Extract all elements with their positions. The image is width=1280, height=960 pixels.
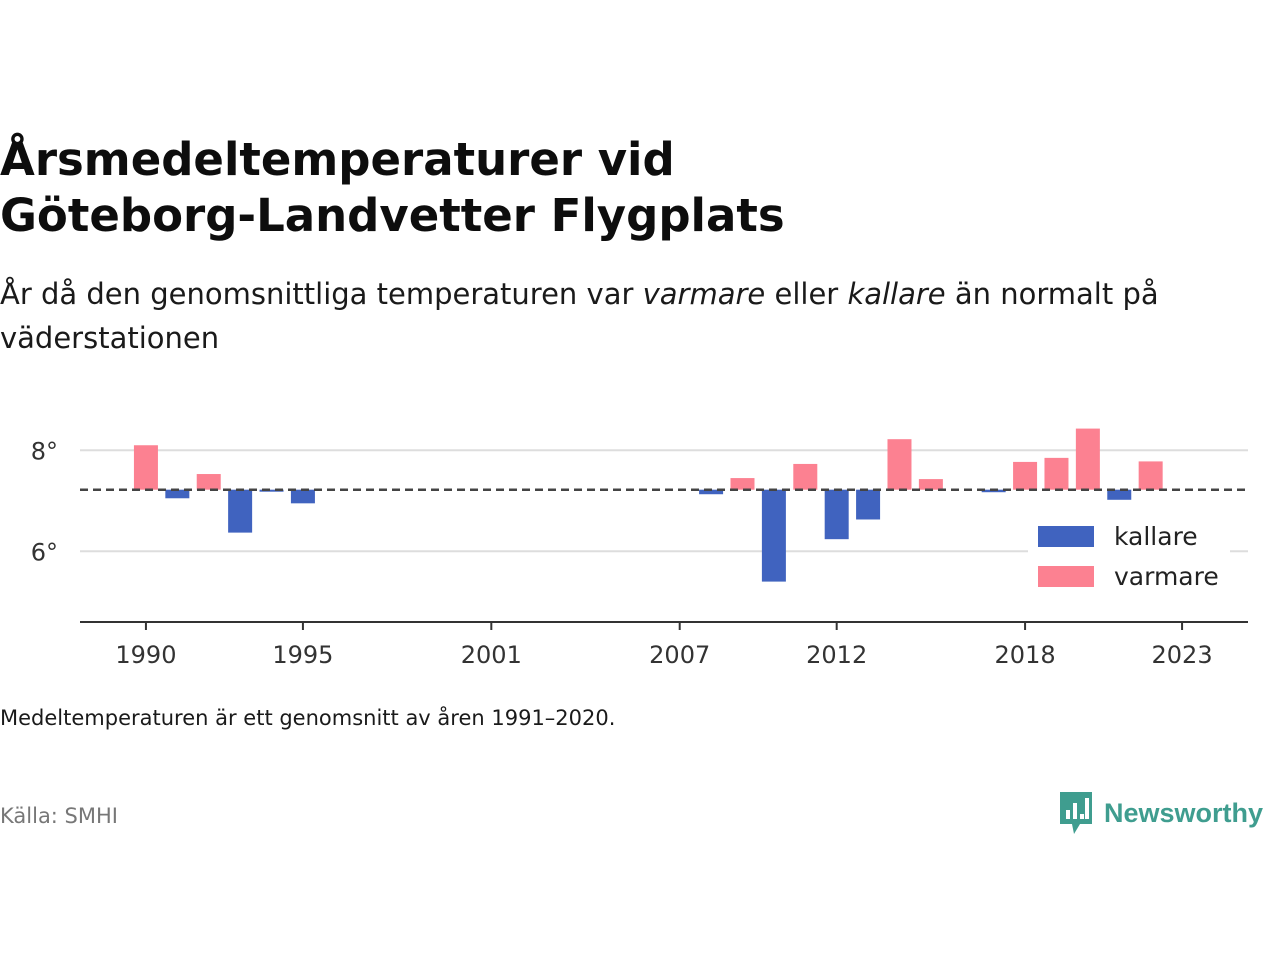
bar-kallare (856, 489, 881, 520)
x-tick-label: 2007 (649, 641, 710, 669)
bar-kallare (228, 489, 253, 533)
bar-varmare (730, 478, 755, 490)
temperature-bar-chart: 6° 8° 1990 1995 2001 2007 2012 2018 2023 kallare v… (31, 428, 1248, 669)
bar-kallare (259, 489, 284, 492)
source-label: Källa: SMHI (0, 804, 118, 828)
x-tick-label: 2018 (995, 641, 1056, 669)
bar-varmare (887, 439, 912, 490)
x-tick-label: 2023 (1152, 641, 1213, 669)
y-tick-label: 6° (31, 538, 58, 566)
chart-title-line2: Göteborg-Landvetter Flygplats (0, 189, 785, 242)
x-tick-label: 2012 (806, 641, 867, 669)
bar-varmare (1013, 461, 1038, 490)
bar-kallare (824, 489, 849, 540)
subtitle-part1: År då den genomsnittliga temperaturen va… (0, 277, 643, 311)
newsworthy-chart-icon (1060, 792, 1092, 834)
newsworthy-logo[interactable]: Newsworthy (1058, 790, 1263, 836)
x-tick-label: 2001 (461, 641, 522, 669)
brand-name: Newsworthy (1104, 797, 1264, 828)
bar-varmare (133, 445, 158, 490)
subtitle-emphasis-varmare: varmare (642, 277, 766, 311)
chart-subtitle: År då den genomsnittliga temperaturen va… (0, 272, 1260, 360)
x-tick-label: 1990 (115, 641, 176, 669)
bar-kallare (165, 489, 190, 499)
subtitle-part2: eller (765, 277, 848, 311)
legend-label-varmare: varmare (1114, 562, 1219, 591)
bar-varmare (793, 463, 818, 490)
x-tick-label: 1995 (272, 641, 333, 669)
bar-varmare (1138, 461, 1163, 490)
subtitle-part3: än normalt på väderstationen (0, 277, 1159, 355)
chart-title-line1: Årsmedeltemperaturer vid (0, 133, 675, 186)
bar-varmare (1044, 457, 1069, 490)
subtitle-emphasis-kallare: kallare (847, 277, 946, 311)
legend-swatch-varmare (1038, 566, 1094, 587)
legend-swatch-kallare (1038, 526, 1094, 547)
bar-kallare (761, 489, 786, 582)
bar-varmare (918, 479, 943, 490)
footnote: Medeltemperaturen är ett genomsnitt av å… (0, 706, 616, 730)
legend-label-kallare: kallare (1114, 522, 1198, 551)
bar-kallare (290, 489, 315, 504)
bar-kallare (699, 489, 724, 495)
bar-kallare (1107, 489, 1132, 500)
bar-kallare (981, 489, 1006, 493)
y-tick-label: 8° (31, 437, 58, 465)
bar-varmare (1075, 428, 1100, 490)
chart-title: Årsmedeltemperaturer vid Göteborg-Landve… (0, 132, 1000, 244)
bar-varmare (196, 474, 221, 490)
